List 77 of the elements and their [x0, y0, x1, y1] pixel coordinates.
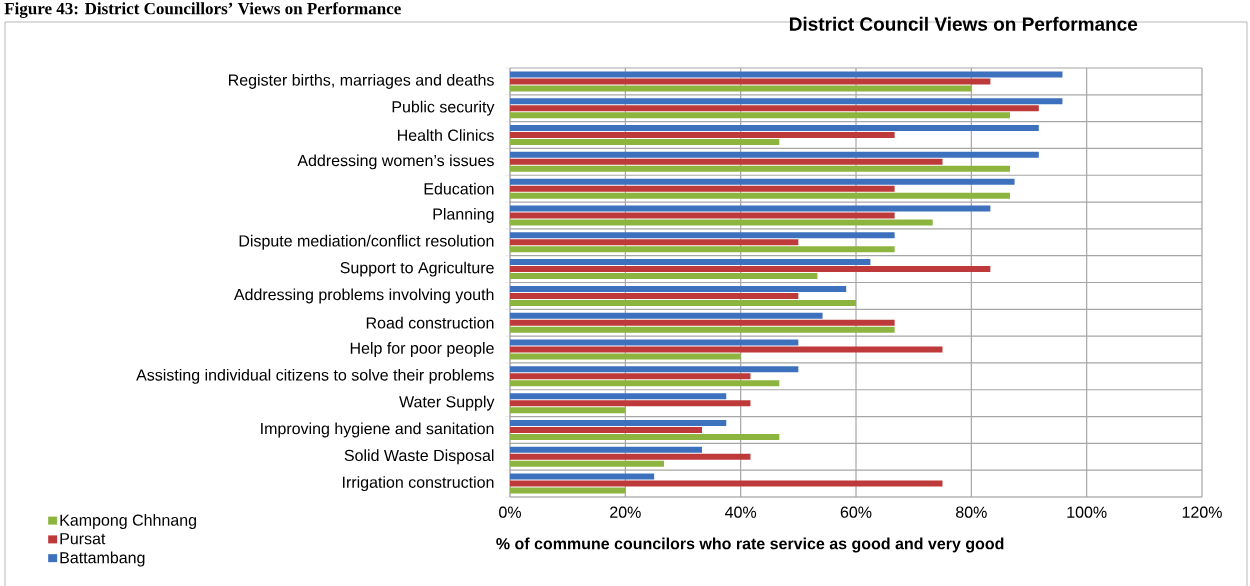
bar — [510, 339, 799, 346]
bar — [510, 139, 780, 146]
bar — [510, 78, 991, 85]
bar — [510, 151, 1039, 158]
bar — [510, 205, 991, 212]
bar — [510, 212, 895, 219]
bar — [510, 393, 727, 400]
x-tick-label: 60% — [840, 506, 872, 518]
bar — [510, 259, 871, 266]
bar — [510, 132, 895, 139]
bar — [510, 165, 1010, 172]
caption: Figure 43: District Councillors’ Views on Performance — [4, 2, 401, 18]
bar — [510, 246, 895, 253]
bar — [510, 273, 818, 280]
bar — [510, 158, 943, 165]
y-tick-label: Irrigation construction — [343, 476, 494, 492]
bar — [510, 185, 895, 192]
bar — [510, 232, 895, 239]
y-tick-label: Road construction — [366, 316, 494, 329]
y-tick-label: Improving hygiene and sanitation — [261, 422, 494, 438]
y-tick-label: Assisting individual citizens to solve their problems — [136, 368, 494, 384]
bar — [510, 380, 780, 387]
bar — [510, 112, 1010, 119]
bar — [510, 192, 1010, 199]
y-tick-label: Register births, marriages and deaths — [229, 73, 494, 89]
bar — [510, 400, 751, 407]
x-tick-label: 20% — [610, 506, 641, 518]
x-tick-label: 80% — [956, 506, 987, 518]
bar — [510, 239, 799, 246]
x-tick-label: 0% — [499, 506, 521, 518]
bar — [510, 433, 780, 440]
bar — [510, 266, 991, 273]
bar — [510, 353, 741, 360]
bar — [510, 319, 895, 326]
bar — [510, 326, 895, 333]
bar — [510, 71, 1063, 78]
y-tick-label: Help for poor people — [350, 342, 494, 357]
bar — [510, 487, 626, 494]
bar — [510, 346, 943, 353]
bar — [510, 426, 703, 433]
bar — [510, 85, 972, 92]
x-tick-label: 120% — [1182, 506, 1222, 518]
y-tick-label: Public security — [392, 100, 495, 116]
x-tick-label: 40% — [725, 506, 757, 518]
y-tick-label: Water Supply — [399, 395, 495, 411]
y-tick-label: Support to Agriculture — [340, 261, 494, 277]
y-tick-label: Health Clinics — [397, 129, 494, 141]
y-tick-label: Dispute mediation/conflict resolution — [239, 234, 494, 250]
bar — [510, 446, 703, 453]
bar — [510, 299, 857, 306]
chart-title: District Council Views on Performance — [789, 16, 1138, 31]
bar — [510, 292, 799, 299]
bar — [510, 419, 727, 426]
x-axis-title: % of commune councilors who rate service as good and very good — [496, 537, 1004, 553]
bar — [510, 453, 751, 460]
legend-label: Kampong Chhnang — [60, 514, 196, 529]
bar — [510, 312, 823, 319]
y-tick-label: Education — [424, 182, 494, 195]
bar — [510, 473, 655, 480]
bar — [510, 105, 1039, 112]
bar — [510, 373, 751, 380]
bar — [510, 98, 1063, 105]
legend-label: Pursat — [60, 533, 106, 545]
x-tick-label: 100% — [1067, 506, 1107, 518]
y-tick-label: Solid Waste Disposal — [344, 449, 494, 465]
bar — [510, 178, 1015, 185]
bar — [510, 366, 799, 373]
legend-label: Battambang — [60, 551, 145, 567]
y-tick-label: Planning — [433, 208, 494, 223]
bar — [510, 480, 943, 487]
bar — [510, 460, 664, 467]
bar — [510, 125, 1039, 132]
bar — [510, 285, 847, 292]
bar — [510, 219, 933, 226]
y-tick-label: Addressing problems involving youth — [233, 288, 494, 304]
bar — [510, 407, 626, 414]
y-tick-label: Addressing women’s issues — [297, 154, 494, 170]
